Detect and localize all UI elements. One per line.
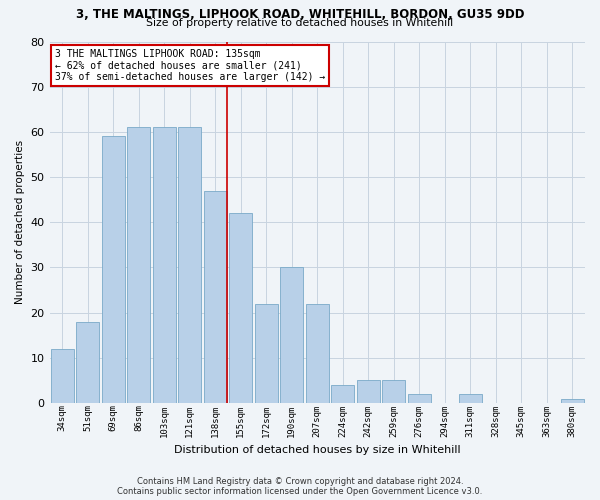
Bar bbox=[331, 385, 354, 403]
Bar bbox=[382, 380, 405, 403]
Bar bbox=[153, 128, 176, 403]
Bar bbox=[306, 304, 329, 403]
Bar bbox=[76, 322, 99, 403]
Bar bbox=[51, 349, 74, 403]
Bar bbox=[255, 304, 278, 403]
Bar bbox=[561, 398, 584, 403]
Bar bbox=[408, 394, 431, 403]
Text: 3 THE MALTINGS LIPHOOK ROAD: 135sqm
← 62% of detached houses are smaller (241)
3: 3 THE MALTINGS LIPHOOK ROAD: 135sqm ← 62… bbox=[55, 48, 325, 82]
Bar bbox=[280, 268, 303, 403]
Text: 3, THE MALTINGS, LIPHOOK ROAD, WHITEHILL, BORDON, GU35 9DD: 3, THE MALTINGS, LIPHOOK ROAD, WHITEHILL… bbox=[76, 8, 524, 20]
Bar bbox=[459, 394, 482, 403]
Text: Size of property relative to detached houses in Whitehill: Size of property relative to detached ho… bbox=[146, 18, 454, 28]
X-axis label: Distribution of detached houses by size in Whitehill: Distribution of detached houses by size … bbox=[174, 445, 461, 455]
Y-axis label: Number of detached properties: Number of detached properties bbox=[15, 140, 25, 304]
Bar bbox=[229, 213, 252, 403]
Bar bbox=[127, 128, 150, 403]
Text: Contains HM Land Registry data © Crown copyright and database right 2024.
Contai: Contains HM Land Registry data © Crown c… bbox=[118, 476, 482, 496]
Bar bbox=[204, 190, 227, 403]
Bar bbox=[357, 380, 380, 403]
Bar bbox=[178, 128, 201, 403]
Bar bbox=[102, 136, 125, 403]
